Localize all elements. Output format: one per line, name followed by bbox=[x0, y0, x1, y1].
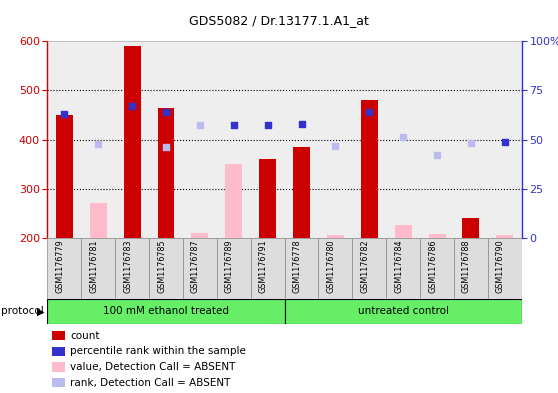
Bar bbox=[51, 331, 65, 340]
Bar bbox=[90, 203, 107, 238]
Bar bbox=[285, 238, 319, 299]
Bar bbox=[327, 235, 344, 238]
Bar bbox=[47, 299, 285, 324]
Bar bbox=[361, 100, 378, 238]
Text: protocol: protocol bbox=[1, 307, 44, 316]
Bar bbox=[81, 238, 115, 299]
Point bbox=[128, 103, 137, 109]
Point bbox=[162, 109, 171, 116]
Text: GSM1176778: GSM1176778 bbox=[292, 240, 301, 293]
Text: GSM1176789: GSM1176789 bbox=[225, 240, 234, 293]
Bar bbox=[51, 378, 65, 387]
Point bbox=[94, 141, 103, 147]
Point bbox=[466, 140, 475, 146]
Bar bbox=[124, 46, 141, 238]
Bar bbox=[259, 159, 276, 238]
Bar bbox=[454, 238, 488, 299]
Bar bbox=[429, 234, 445, 238]
Bar bbox=[115, 238, 149, 299]
Text: count: count bbox=[70, 331, 99, 341]
Text: GSM1176781: GSM1176781 bbox=[89, 240, 98, 293]
Bar bbox=[496, 235, 513, 238]
Bar bbox=[285, 299, 522, 324]
Bar bbox=[47, 238, 81, 299]
Text: GSM1176779: GSM1176779 bbox=[55, 240, 64, 293]
Point bbox=[229, 121, 238, 128]
Bar bbox=[386, 238, 420, 299]
Text: GSM1176784: GSM1176784 bbox=[394, 240, 403, 293]
Bar bbox=[463, 218, 479, 238]
Point bbox=[297, 121, 306, 127]
Text: GSM1176780: GSM1176780 bbox=[326, 240, 335, 293]
Bar bbox=[51, 362, 65, 371]
Bar bbox=[149, 238, 183, 299]
Point bbox=[331, 143, 340, 149]
Text: GSM1176782: GSM1176782 bbox=[360, 240, 369, 293]
Bar bbox=[191, 233, 208, 238]
Text: value, Detection Call = ABSENT: value, Detection Call = ABSENT bbox=[70, 362, 235, 372]
Bar bbox=[395, 226, 412, 238]
Point bbox=[195, 121, 204, 128]
Bar bbox=[251, 238, 285, 299]
Bar bbox=[225, 164, 242, 238]
Bar bbox=[488, 238, 522, 299]
Bar bbox=[157, 108, 175, 238]
Point bbox=[263, 121, 272, 128]
Point bbox=[60, 111, 69, 117]
Text: rank, Detection Call = ABSENT: rank, Detection Call = ABSENT bbox=[70, 378, 230, 387]
Text: GSM1176787: GSM1176787 bbox=[191, 240, 200, 293]
Text: GSM1176790: GSM1176790 bbox=[496, 240, 505, 293]
Point bbox=[398, 134, 407, 140]
Text: 100 mM ethanol treated: 100 mM ethanol treated bbox=[103, 307, 229, 316]
Bar bbox=[51, 347, 65, 356]
Bar bbox=[319, 238, 352, 299]
Text: GSM1176791: GSM1176791 bbox=[259, 240, 268, 293]
Bar bbox=[217, 238, 251, 299]
Bar bbox=[420, 238, 454, 299]
Bar bbox=[183, 238, 217, 299]
Text: GDS5082 / Dr.13177.1.A1_at: GDS5082 / Dr.13177.1.A1_at bbox=[189, 14, 369, 27]
Point bbox=[432, 152, 441, 158]
Text: GSM1176785: GSM1176785 bbox=[157, 240, 166, 293]
Bar bbox=[56, 115, 73, 238]
Point bbox=[162, 144, 171, 150]
Bar bbox=[352, 238, 386, 299]
Text: GSM1176786: GSM1176786 bbox=[428, 240, 437, 293]
Text: percentile rank within the sample: percentile rank within the sample bbox=[70, 347, 246, 356]
Point bbox=[365, 109, 374, 116]
Text: GSM1176783: GSM1176783 bbox=[123, 240, 132, 293]
Text: GSM1176788: GSM1176788 bbox=[462, 240, 471, 293]
Point bbox=[501, 139, 509, 145]
Text: ▶: ▶ bbox=[37, 307, 45, 316]
Text: untreated control: untreated control bbox=[358, 307, 449, 316]
Bar bbox=[293, 147, 310, 238]
